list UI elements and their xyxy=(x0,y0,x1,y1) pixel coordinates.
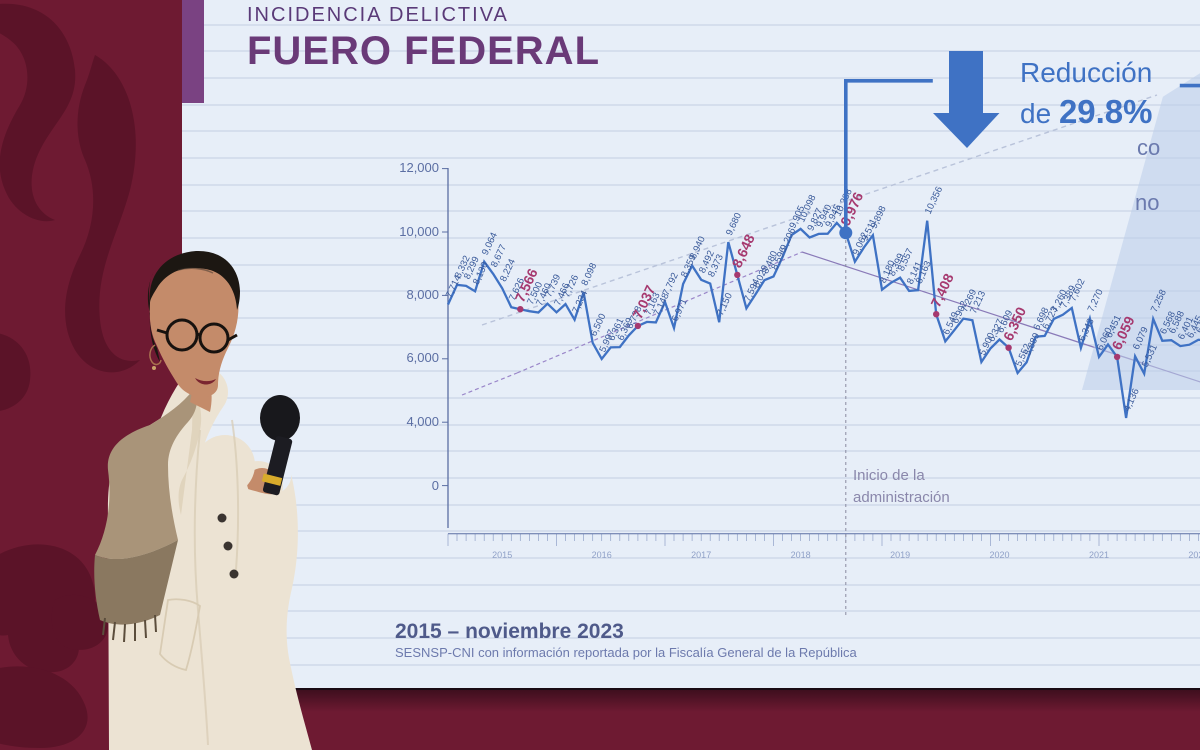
svg-text:Inicio de la: Inicio de la xyxy=(853,467,925,484)
svg-text:7,150: 7,150 xyxy=(715,291,735,317)
svg-text:8,098: 8,098 xyxy=(579,261,599,287)
svg-text:0: 0 xyxy=(432,478,439,493)
svg-text:6,971: 6,971 xyxy=(670,297,690,323)
svg-text:2015: 2015 xyxy=(492,550,512,560)
svg-text:Reducción: Reducción xyxy=(1020,57,1152,88)
svg-text:2022: 2022 xyxy=(1188,550,1200,560)
svg-text:4,136: 4,136 xyxy=(1122,387,1142,413)
svg-text:9,898: 9,898 xyxy=(869,204,889,230)
svg-text:7,602: 7,602 xyxy=(1068,277,1088,303)
svg-text:no: no xyxy=(1135,190,1159,215)
svg-text:2017: 2017 xyxy=(691,550,711,560)
svg-text:7,270: 7,270 xyxy=(1086,288,1106,314)
svg-text:de 29.8%: de 29.8% xyxy=(1020,93,1153,130)
svg-text:2021: 2021 xyxy=(1089,550,1109,560)
svg-text:2020: 2020 xyxy=(989,550,1009,560)
svg-text:2019: 2019 xyxy=(890,550,910,560)
svg-text:2016: 2016 xyxy=(592,550,612,560)
svg-text:9,680: 9,680 xyxy=(724,211,744,237)
svg-text:2018: 2018 xyxy=(791,550,811,560)
svg-text:co: co xyxy=(1137,135,1160,160)
svg-text:5,889: 5,889 xyxy=(1022,331,1042,357)
svg-text:administración: administración xyxy=(853,489,950,506)
svg-text:10,356: 10,356 xyxy=(923,185,945,216)
